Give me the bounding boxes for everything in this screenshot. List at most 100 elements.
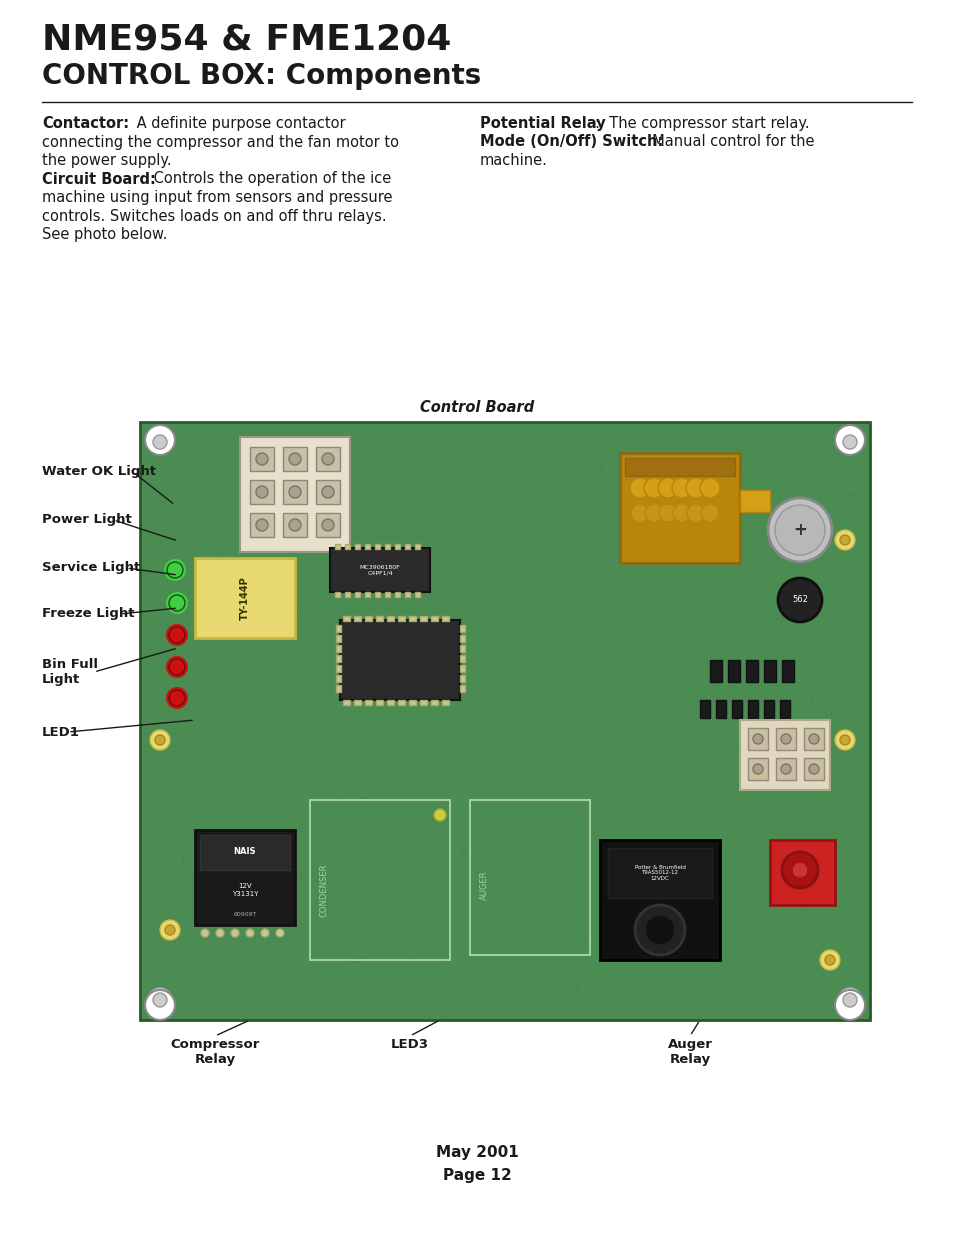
Bar bbox=[387, 700, 394, 705]
Text: +: + bbox=[792, 521, 806, 538]
Bar bbox=[343, 616, 350, 621]
Circle shape bbox=[700, 478, 720, 498]
Text: Manual control for the: Manual control for the bbox=[642, 135, 814, 149]
Bar bbox=[397, 700, 405, 705]
Text: connecting the compressor and the fan motor to: connecting the compressor and the fan mo… bbox=[42, 135, 398, 149]
Bar bbox=[441, 616, 449, 621]
Circle shape bbox=[255, 453, 268, 466]
Bar bbox=[385, 543, 390, 550]
Bar bbox=[727, 659, 740, 682]
Circle shape bbox=[322, 453, 334, 466]
Text: MC3906180F
C4PF1/4: MC3906180F C4PF1/4 bbox=[359, 564, 400, 576]
Circle shape bbox=[289, 487, 301, 498]
Bar bbox=[397, 616, 405, 621]
Text: May 2001: May 2001 bbox=[436, 1145, 517, 1160]
Text: Control Board: Control Board bbox=[419, 400, 534, 415]
Circle shape bbox=[145, 990, 174, 1020]
Text: the power supply.: the power supply. bbox=[42, 153, 172, 168]
Circle shape bbox=[752, 764, 762, 774]
Text: Bin Full
Light: Bin Full Light bbox=[42, 658, 98, 685]
Circle shape bbox=[169, 690, 185, 706]
Bar bbox=[441, 700, 449, 705]
Text: TY-144P: TY-144P bbox=[240, 576, 250, 620]
Text: Circuit Board:: Circuit Board: bbox=[42, 172, 155, 186]
Bar bbox=[339, 620, 459, 700]
Text: Controls the operation of the ice: Controls the operation of the ice bbox=[149, 172, 391, 186]
Circle shape bbox=[644, 504, 662, 522]
Circle shape bbox=[842, 993, 856, 1007]
Bar bbox=[355, 543, 359, 550]
Circle shape bbox=[201, 929, 209, 937]
Text: Power Light: Power Light bbox=[42, 514, 132, 526]
Circle shape bbox=[834, 730, 854, 750]
Bar bbox=[459, 664, 464, 672]
Bar bbox=[775, 758, 795, 781]
Bar bbox=[335, 645, 340, 652]
Circle shape bbox=[255, 519, 268, 531]
Bar bbox=[194, 830, 294, 925]
Text: controls. Switches loads on and off thru relays.: controls. Switches loads on and off thru… bbox=[42, 209, 386, 224]
Circle shape bbox=[840, 735, 849, 745]
Circle shape bbox=[150, 730, 170, 750]
Bar bbox=[250, 480, 274, 504]
Bar bbox=[415, 543, 419, 550]
Bar bbox=[740, 490, 769, 513]
Bar bbox=[769, 840, 834, 905]
Text: NME954 & FME1204: NME954 & FME1204 bbox=[42, 22, 451, 56]
Bar bbox=[345, 592, 350, 597]
Bar bbox=[459, 655, 464, 662]
Circle shape bbox=[752, 734, 762, 743]
Bar bbox=[335, 685, 340, 692]
Circle shape bbox=[255, 487, 268, 498]
Bar bbox=[459, 625, 464, 632]
Text: 12V
Y3131Y: 12V Y3131Y bbox=[232, 883, 258, 897]
Circle shape bbox=[643, 478, 663, 498]
Circle shape bbox=[152, 435, 167, 450]
Bar bbox=[459, 635, 464, 642]
Circle shape bbox=[434, 809, 446, 821]
Bar bbox=[345, 543, 350, 550]
Bar bbox=[780, 700, 789, 718]
Bar bbox=[747, 758, 767, 781]
Circle shape bbox=[644, 915, 675, 945]
Circle shape bbox=[781, 734, 790, 743]
Bar bbox=[716, 700, 725, 718]
Text: AUGER: AUGER bbox=[479, 871, 489, 900]
Bar bbox=[431, 616, 437, 621]
Text: Service Light: Service Light bbox=[42, 562, 140, 574]
Bar bbox=[365, 616, 372, 621]
Bar bbox=[459, 645, 464, 652]
Circle shape bbox=[808, 734, 818, 743]
Bar bbox=[330, 548, 430, 592]
Text: Water OK Light: Water OK Light bbox=[42, 466, 156, 478]
Bar bbox=[624, 458, 734, 475]
Circle shape bbox=[820, 950, 840, 969]
Bar bbox=[745, 659, 758, 682]
Bar bbox=[607, 848, 711, 898]
Circle shape bbox=[152, 993, 167, 1007]
Bar bbox=[365, 592, 370, 597]
Bar bbox=[781, 659, 793, 682]
Bar bbox=[335, 592, 339, 597]
Circle shape bbox=[166, 624, 188, 646]
Circle shape bbox=[659, 504, 677, 522]
Text: 60909T: 60909T bbox=[233, 913, 256, 918]
Text: Compressor
Relay: Compressor Relay bbox=[171, 1037, 259, 1066]
Bar bbox=[405, 592, 410, 597]
Bar bbox=[763, 700, 773, 718]
Circle shape bbox=[169, 659, 185, 676]
Bar bbox=[619, 453, 740, 563]
Bar bbox=[365, 700, 372, 705]
Text: Contactor:: Contactor: bbox=[42, 116, 129, 131]
Circle shape bbox=[781, 764, 790, 774]
Bar bbox=[315, 447, 339, 471]
Circle shape bbox=[167, 562, 183, 578]
Bar bbox=[419, 700, 427, 705]
Text: machine using input from sensors and pressure: machine using input from sensors and pre… bbox=[42, 190, 392, 205]
Circle shape bbox=[160, 920, 180, 940]
Bar bbox=[775, 727, 795, 750]
Circle shape bbox=[774, 505, 824, 555]
Circle shape bbox=[166, 687, 188, 709]
Bar bbox=[194, 558, 294, 638]
Bar bbox=[240, 437, 350, 552]
